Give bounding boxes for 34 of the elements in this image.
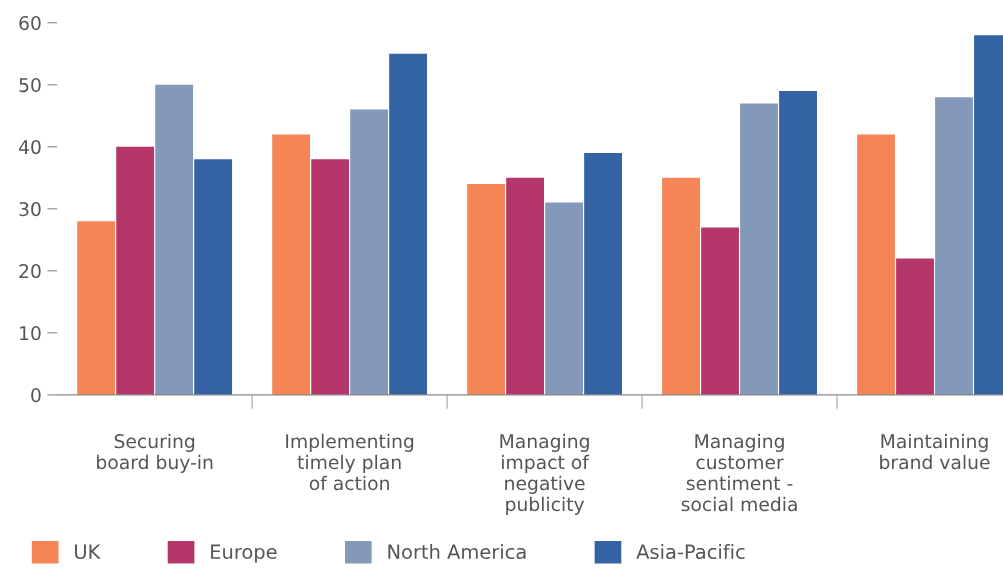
x-tick-label: Managing customer sentiment - social media xyxy=(681,433,797,512)
legend-label: Europe xyxy=(211,544,277,563)
y-tick-label: 0 xyxy=(31,388,41,403)
bar xyxy=(545,202,583,395)
bar xyxy=(467,184,506,395)
bar xyxy=(662,177,700,395)
x-tick-label: Implementing timely plan of action xyxy=(286,433,414,491)
bar xyxy=(779,90,817,395)
bar xyxy=(389,53,428,395)
bar xyxy=(350,109,389,395)
bar xyxy=(194,159,233,395)
bar xyxy=(506,177,544,395)
bar xyxy=(155,84,194,395)
bar xyxy=(857,134,895,395)
y-tick-label: 50 xyxy=(19,77,41,93)
y-tick-label: 40 xyxy=(18,140,41,155)
bar xyxy=(701,227,739,395)
y-tick-label: 30 xyxy=(19,202,41,217)
y-tick-label: 20 xyxy=(19,264,41,279)
bar xyxy=(272,134,311,395)
x-tick-label: Managing impact of negative publicity xyxy=(500,433,590,515)
legend-label: Asia-Pacific xyxy=(636,544,745,560)
bar xyxy=(77,221,116,395)
legend-label: UK xyxy=(75,544,101,560)
bar xyxy=(116,146,155,395)
bar xyxy=(584,153,622,395)
legend-label: North America xyxy=(388,544,526,560)
bar xyxy=(311,159,350,395)
y-tick-label: 60 xyxy=(19,15,41,31)
bar xyxy=(740,103,778,395)
y-tick-label: 10 xyxy=(20,326,41,341)
bar xyxy=(896,258,934,395)
x-tick-label: Maintaining brand value xyxy=(880,433,990,470)
x-tick-label: Securing board buy-in xyxy=(97,433,213,473)
